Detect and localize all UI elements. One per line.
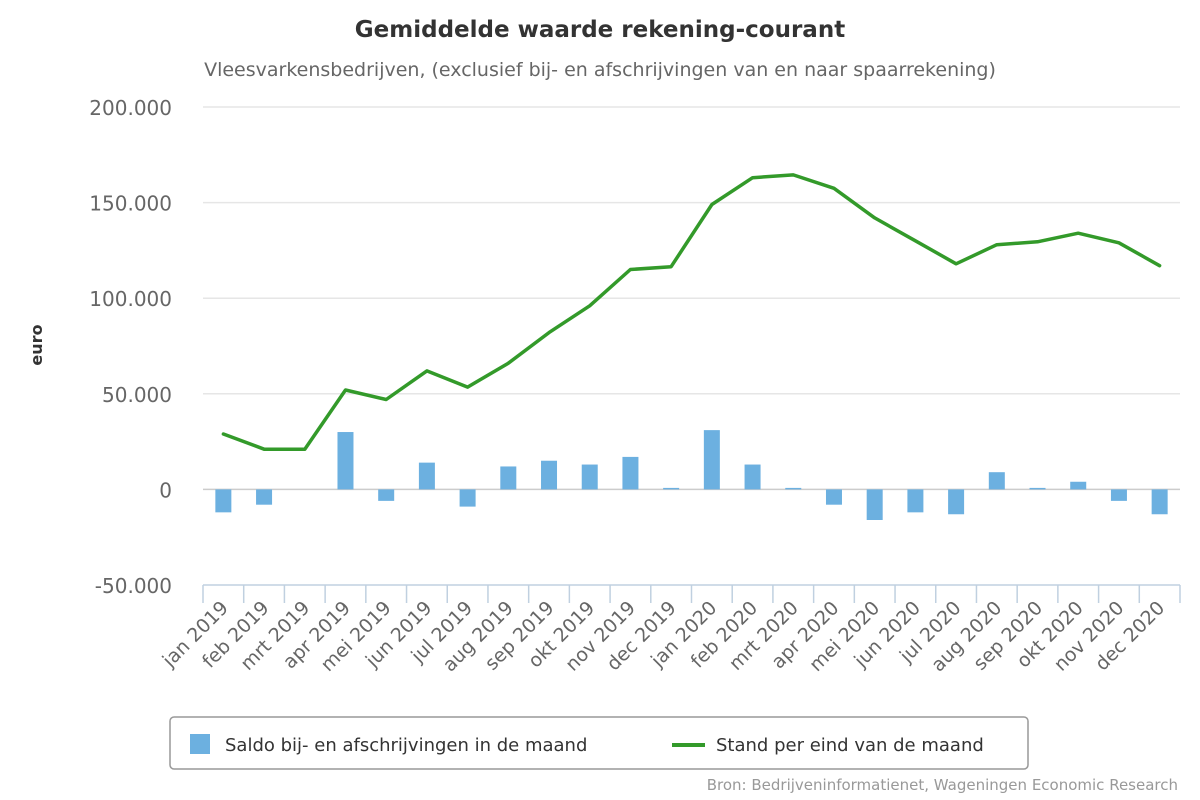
bar bbox=[1110, 489, 1127, 501]
bar bbox=[215, 489, 232, 513]
bar bbox=[459, 489, 476, 507]
legend-box bbox=[169, 716, 1029, 770]
bar bbox=[256, 489, 273, 505]
bar bbox=[418, 462, 435, 490]
bar-series bbox=[215, 430, 1168, 520]
y-tick-label: -50.000 bbox=[95, 574, 172, 598]
y-tick-label: 0 bbox=[159, 478, 172, 502]
bar bbox=[703, 430, 720, 490]
bar bbox=[541, 460, 558, 490]
bar bbox=[907, 489, 924, 513]
chart-title: Gemiddelde waarde rekening-courant bbox=[355, 17, 845, 43]
legend-label-line: Stand per eind van de maand bbox=[716, 735, 984, 756]
bar bbox=[1070, 481, 1087, 490]
bar bbox=[500, 466, 517, 490]
y-axis-ticks: -50.000 0 50.000 100.000 150.000 200.000 bbox=[89, 96, 172, 598]
line-series-path bbox=[221, 173, 1162, 451]
bar bbox=[1151, 489, 1168, 515]
bar bbox=[825, 489, 842, 505]
chart-subtitle: Vleesvarkensbedrijven, (exclusief bij- e… bbox=[204, 59, 996, 81]
bar bbox=[744, 464, 761, 490]
legend-item-line[interactable]: Stand per eind van de maand bbox=[672, 735, 984, 756]
source-credit: Bron: Bedrijveninformatienet, Wageningen… bbox=[707, 776, 1178, 794]
bar bbox=[581, 464, 598, 490]
bar bbox=[866, 489, 883, 520]
bar bbox=[948, 489, 965, 515]
y-tick-label: 200.000 bbox=[89, 96, 172, 120]
bar bbox=[785, 487, 802, 490]
y-tick-label: 50.000 bbox=[102, 383, 172, 407]
bar bbox=[378, 489, 395, 501]
y-axis-label: euro bbox=[27, 324, 46, 365]
legend-swatch-bars bbox=[190, 734, 210, 754]
bar bbox=[988, 472, 1005, 490]
bar bbox=[1029, 487, 1046, 490]
x-axis bbox=[202, 584, 1181, 603]
y-tick-label: 150.000 bbox=[89, 192, 172, 216]
legend-item-bars[interactable]: Saldo bij- en afschrijvingen in de maand bbox=[190, 734, 587, 756]
bar bbox=[663, 487, 680, 490]
line-series bbox=[221, 173, 1162, 451]
legend-label-bars: Saldo bij- en afschrijvingen in de maand bbox=[225, 735, 587, 756]
y-tick-label: 100.000 bbox=[89, 287, 172, 311]
bar bbox=[337, 432, 354, 490]
bar bbox=[622, 456, 639, 490]
legend[interactable]: Saldo bij- en afschrijvingen in de maand… bbox=[169, 716, 1029, 770]
